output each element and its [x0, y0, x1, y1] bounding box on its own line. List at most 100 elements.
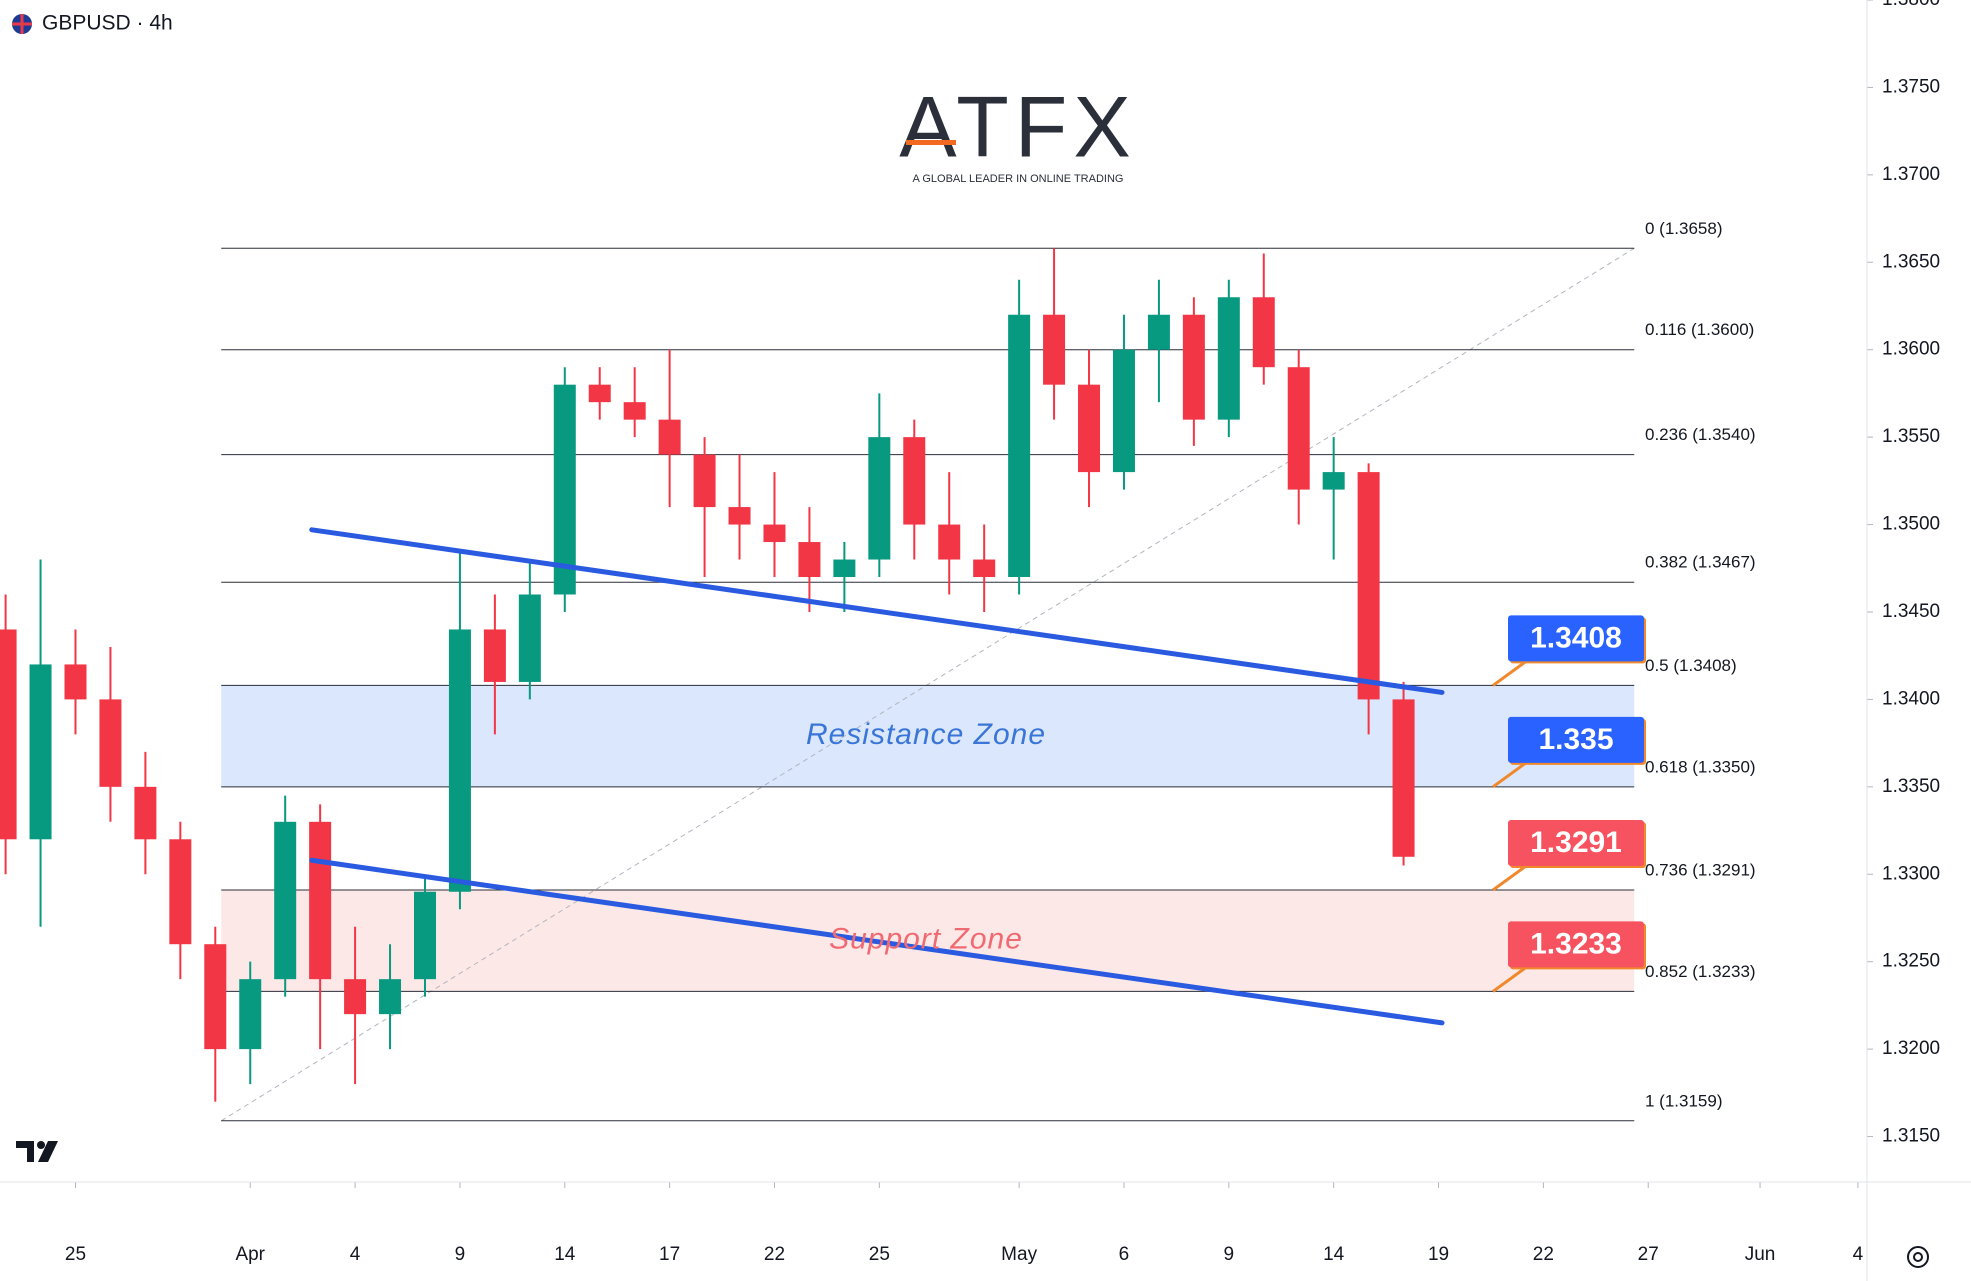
y-tick-label: 1.3450 [1882, 601, 1940, 622]
candle-body [134, 786, 157, 840]
candle-body [868, 437, 891, 560]
y-tick-label: 1.3400 [1882, 688, 1940, 709]
x-tick-label: 14 [1323, 1244, 1345, 1265]
price-flag [1508, 819, 1644, 866]
price-flag [1508, 615, 1644, 662]
x-tick-label: 9 [455, 1244, 466, 1265]
settings-gear[interactable] [1907, 1246, 1929, 1268]
candle-body [99, 699, 122, 787]
price-flag-label: 1.3408 [1530, 621, 1622, 654]
candle-body [903, 437, 926, 525]
flag-pointer [1492, 864, 1527, 892]
candle-body [938, 524, 961, 560]
brand-tagline: A GLOBAL LEADER IN ONLINE TRADING [913, 173, 1124, 185]
candle-body [64, 664, 87, 700]
x-tick-label: 14 [554, 1244, 576, 1265]
candle-body [1252, 297, 1275, 368]
x-tick-label: 6 [1119, 1244, 1130, 1265]
candle-body [448, 629, 471, 892]
x-tick-label: 9 [1224, 1244, 1235, 1265]
y-tick-label: 1.3150 [1882, 1126, 1940, 1147]
tv-logo-part [16, 1141, 34, 1162]
candle-body [169, 839, 192, 945]
candle-body [1043, 314, 1066, 385]
settings-gear-center[interactable] [1913, 1252, 1923, 1262]
symbol-title: GBPUSD · 4h [42, 12, 173, 35]
y-tick-label: 1.3200 [1882, 1038, 1940, 1059]
candle-body [658, 419, 681, 455]
y-tick-label: 1.3250 [1882, 951, 1940, 972]
candle-body [623, 402, 646, 420]
y-tick-label: 1.3550 [1882, 426, 1940, 447]
fib-label: 0.618 (1.3350) [1645, 757, 1756, 776]
candle-body [483, 629, 506, 682]
candle-body [1322, 472, 1345, 490]
fib-label: 1 (1.3159) [1645, 1091, 1723, 1110]
x-tick-label: Apr [235, 1244, 265, 1265]
zone [221, 889, 1635, 992]
candle-body [1008, 314, 1031, 578]
y-tick-label: 1.3500 [1882, 514, 1940, 535]
brand-logo: ATFX [899, 80, 1136, 176]
flag-cross [12, 14, 32, 34]
candle-body [309, 821, 332, 980]
flag-pointer [1492, 761, 1527, 789]
price-flag [1508, 716, 1644, 763]
fib-label: 0.382 (1.3467) [1645, 553, 1756, 572]
x-tick-label: 17 [659, 1244, 680, 1265]
candle-body [693, 454, 716, 508]
candle-body [1112, 349, 1135, 473]
tv-logo-part [38, 1141, 58, 1162]
y-tick-label: 1.3650 [1882, 251, 1940, 272]
candle-body [1078, 384, 1101, 473]
tradingview-logo [16, 1141, 58, 1162]
y-tick-label: 1.3750 [1882, 76, 1940, 97]
price-flag-label: 1.3291 [1530, 826, 1622, 859]
brand-logo-accent [906, 140, 956, 145]
background-layer [220, 247, 1635, 1122]
candle-body [0, 629, 17, 840]
y-tick-label: 1.3700 [1882, 164, 1940, 185]
candle-body [798, 542, 821, 578]
fib-label: 0.5 (1.3408) [1645, 656, 1737, 675]
x-tick-label: 25 [869, 1244, 890, 1265]
zone-label: Resistance Zone [806, 718, 1046, 751]
x-tick-label: Jun [1745, 1244, 1776, 1265]
y-tick-label: 1.3350 [1882, 776, 1940, 797]
price-flag-label: 1.3233 [1530, 927, 1622, 960]
price-flag-label: 1.335 [1538, 723, 1613, 756]
candle-body [763, 524, 786, 543]
x-tick-label: 22 [1533, 1244, 1554, 1265]
plot-layer [0, 248, 1445, 1102]
candle-body [1217, 297, 1240, 420]
candle-body [728, 507, 751, 525]
y-tick-label: 1.3800 [1882, 0, 1940, 10]
candle-body [1182, 314, 1205, 420]
fib-label: 0 (1.3658) [1645, 219, 1723, 238]
price-flag [1508, 921, 1644, 968]
fib-label: 0.736 (1.3291) [1645, 860, 1756, 879]
candle-body [239, 979, 262, 1050]
candle-body [274, 821, 297, 980]
candle-body [413, 891, 436, 980]
fib-trend [220, 247, 1635, 1122]
overlay-layer: 1.3150 1.3200 1.3250 1.3300 1.3350 1.3400 1.34… [65, 0, 1940, 1265]
fib-label: 0.852 (1.3233) [1645, 962, 1756, 981]
flag-pointer [1492, 660, 1527, 687]
candle-body [588, 384, 611, 403]
candle-body [553, 384, 576, 595]
trendline [309, 857, 1445, 1026]
candle-body [973, 559, 996, 578]
x-tick-label: 19 [1428, 1244, 1449, 1265]
x-tick-label: 22 [764, 1244, 785, 1265]
x-tick-label: May [1001, 1244, 1037, 1265]
x-tick-label: 25 [65, 1244, 86, 1265]
x-tick-label: 4 [350, 1244, 361, 1265]
fib-label: 0.236 (1.3540) [1645, 425, 1756, 444]
settings-icon[interactable] [1907, 1246, 1929, 1268]
y-tick-label: 1.3600 [1882, 339, 1940, 360]
candle-body [833, 559, 856, 578]
candle-body [1287, 367, 1310, 490]
